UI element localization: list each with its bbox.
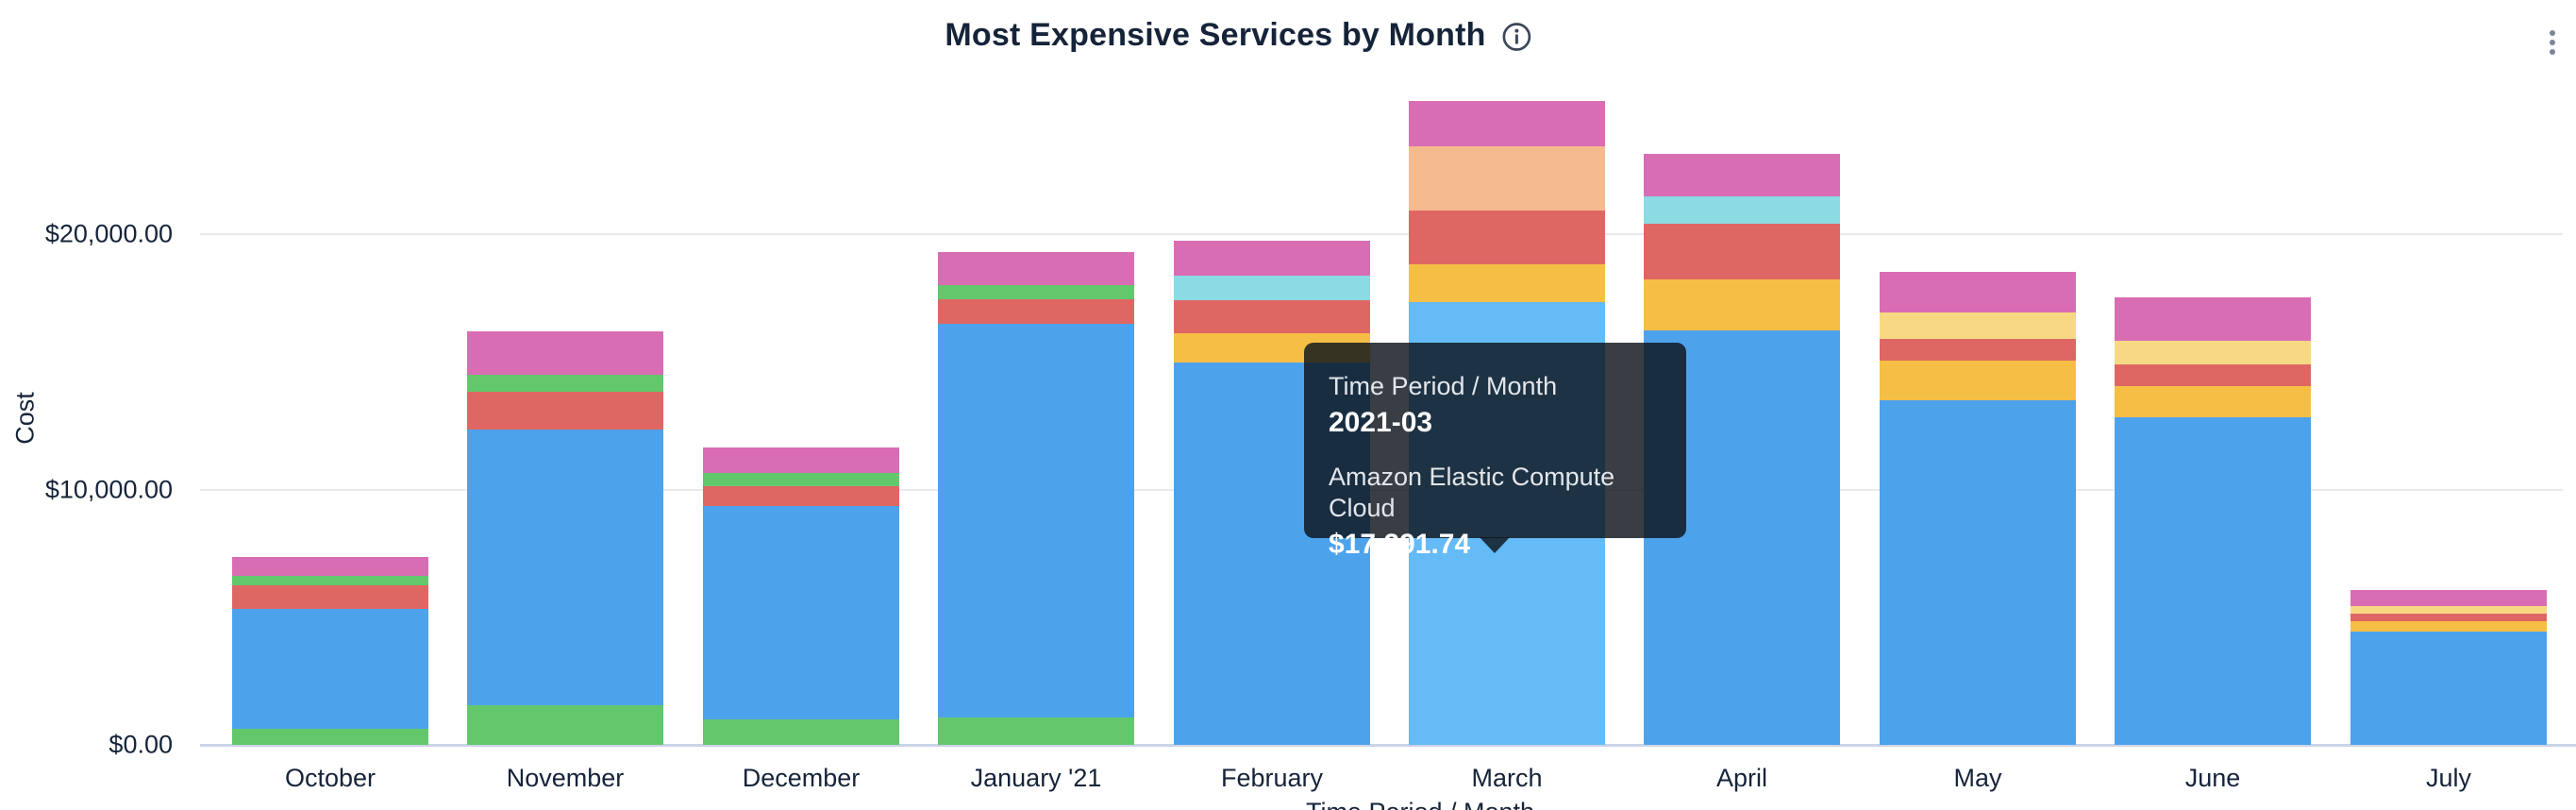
bar-segment-blue[interactable] (2115, 417, 2311, 745)
kebab-dot (2550, 30, 2555, 36)
chart-title-wrap: Most Expensive Services by Month (945, 17, 1532, 54)
x-label-december: December (742, 764, 861, 792)
bar-segment-red[interactable] (232, 585, 428, 609)
bar-segment-pink[interactable] (938, 251, 1134, 285)
bar-segment-pink[interactable] (1174, 240, 1370, 276)
bar-segment-green[interactable] (232, 576, 428, 586)
tooltip-caret-icon (1480, 537, 1510, 553)
bar-segment-teal[interactable] (1174, 275, 1370, 300)
bar-segment-peach[interactable] (1409, 145, 1605, 211)
chart-header: Most Expensive Services by Month (0, 0, 2576, 66)
bar-may[interactable] (1880, 271, 2076, 745)
gridline-20000 (200, 233, 2563, 235)
tooltip-spacer (1329, 440, 1662, 462)
bar-segment-green[interactable] (703, 718, 899, 745)
y-tick-10000: $10,000.00 (44, 475, 173, 504)
bar-segment-red[interactable] (1174, 299, 1370, 333)
bar-segment-amber[interactable] (2350, 620, 2547, 632)
bar-segment-green[interactable] (467, 374, 663, 392)
tooltip-dimension-value: 2021-03 (1329, 407, 1433, 438)
bar-segment-green[interactable] (938, 717, 1134, 745)
x-label-october: October (284, 764, 376, 792)
bar-july[interactable] (2350, 589, 2547, 745)
bar-segment-amber[interactable] (1409, 264, 1605, 303)
bar-segment-blue[interactable] (232, 608, 428, 729)
bar-segment-green[interactable] (467, 704, 663, 745)
bar-segment-red[interactable] (1880, 338, 2076, 361)
bar-segment-red[interactable] (467, 391, 663, 430)
y-tick-20000: $20,000.00 (44, 219, 173, 248)
bar-segment-pink[interactable] (703, 447, 899, 474)
tooltip: Time Period / Month 2021-03 Amazon Elast… (1304, 343, 1686, 560)
chart-title: Most Expensive Services by Month (945, 17, 1486, 53)
bar-segment-pale_yellow[interactable] (2350, 605, 2547, 614)
bar-segment-pink[interactable] (1644, 153, 1840, 196)
tooltip-series-label: Amazon Elastic Compute Cloud (1329, 463, 1615, 522)
bar-december[interactable] (703, 447, 899, 745)
bar-segment-pink[interactable] (232, 557, 428, 577)
bar-june[interactable] (2115, 296, 2311, 745)
bar-segment-amber[interactable] (1644, 278, 1840, 330)
x-label-november: November (506, 764, 625, 792)
bar-segment-teal[interactable] (1644, 195, 1840, 224)
x-axis-line (200, 744, 2576, 747)
bar-segment-red[interactable] (703, 486, 899, 507)
x-label-july: July (2425, 764, 2472, 792)
bar-segment-blue[interactable] (938, 323, 1134, 717)
bar-october[interactable] (232, 557, 428, 745)
x-label-march: March (1471, 764, 1543, 792)
bar-segment-blue[interactable] (1880, 399, 2076, 745)
bar-segment-green[interactable] (703, 473, 899, 487)
tooltip-dimension-label: Time Period / Month (1329, 372, 1558, 400)
info-circle-icon[interactable] (1501, 21, 1533, 53)
bar-segment-green[interactable] (232, 728, 428, 745)
bar-january-21[interactable] (938, 251, 1134, 745)
x-label-june: June (2184, 764, 2241, 792)
bar-segment-blue[interactable] (467, 429, 663, 705)
bar-segment-red[interactable] (938, 298, 1134, 324)
x-label-january-21: January '21 (970, 764, 1102, 792)
bar-segment-red[interactable] (2350, 613, 2547, 621)
bar-segment-pink[interactable] (1409, 100, 1605, 146)
bar-segment-pale_yellow[interactable] (1880, 312, 2076, 339)
x-axis-title: Time Period / Month (1306, 798, 1534, 810)
x-label-april: April (1715, 764, 1768, 792)
bar-segment-pale_yellow[interactable] (2115, 340, 2311, 364)
bar-segment-red[interactable] (1409, 211, 1605, 265)
kebab-menu-icon[interactable] (2546, 26, 2559, 59)
kebab-dot (2550, 49, 2555, 55)
bar-segment-amber[interactable] (1880, 360, 2076, 400)
y-axis-title: Cost (10, 392, 40, 445)
tooltip-series-value: $17,291.74 (1329, 529, 1471, 560)
bar-segment-pink[interactable] (2115, 296, 2311, 341)
bar-segment-amber[interactable] (2115, 386, 2311, 418)
kebab-dot (2550, 40, 2555, 45)
x-label-may: May (1953, 764, 2002, 792)
bar-segment-pink[interactable] (2350, 589, 2547, 606)
bar-segment-green[interactable] (938, 284, 1134, 299)
bar-segment-blue[interactable] (703, 506, 899, 719)
bar-segment-pink[interactable] (467, 330, 663, 375)
y-tick-0: $0.00 (109, 730, 173, 759)
bar-november[interactable] (467, 330, 663, 745)
x-label-february: February (1220, 764, 1324, 792)
bar-segment-red[interactable] (1644, 223, 1840, 279)
bar-segment-blue[interactable] (2350, 631, 2547, 745)
bar-segment-pink[interactable] (1880, 271, 2076, 312)
bar-segment-red[interactable] (2115, 363, 2311, 387)
